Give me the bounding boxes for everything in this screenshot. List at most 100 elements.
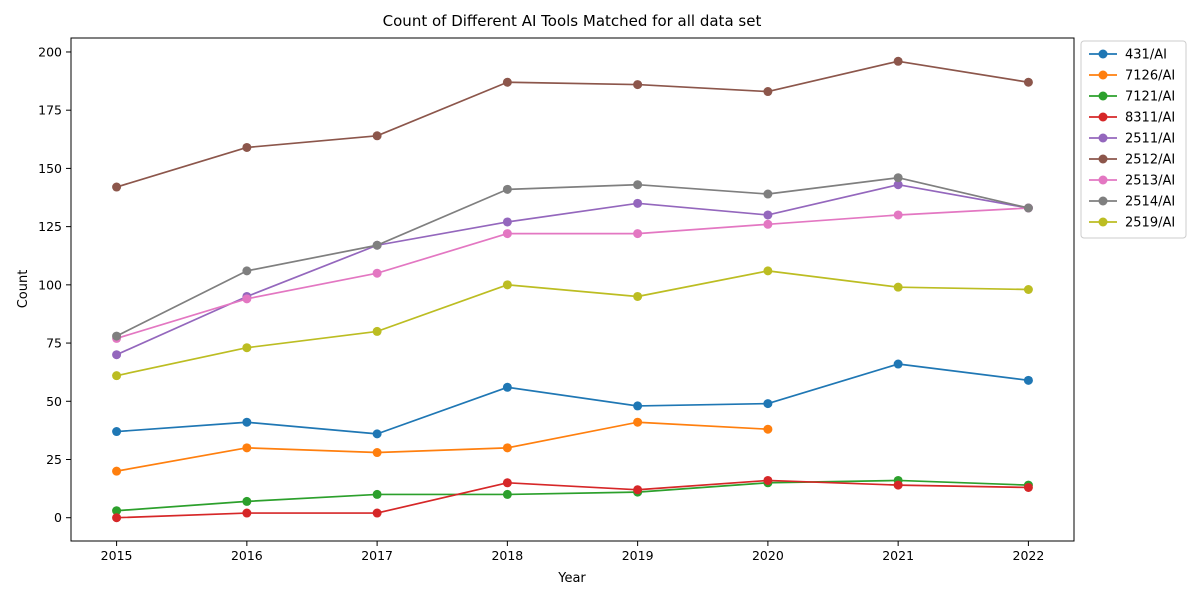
data-point bbox=[112, 371, 122, 381]
data-point bbox=[633, 198, 643, 208]
legend-item: 431/AI bbox=[1089, 48, 1167, 63]
x-axis-label: Year bbox=[557, 571, 586, 586]
data-point bbox=[763, 87, 773, 97]
data-point bbox=[502, 217, 512, 227]
legend-item: 2511/AI bbox=[1089, 132, 1175, 147]
data-point bbox=[763, 210, 773, 220]
data-point bbox=[633, 291, 643, 301]
legend-item: 8311/AI bbox=[1089, 111, 1175, 126]
data-point bbox=[112, 350, 122, 360]
legend-label: 2519/AI bbox=[1125, 216, 1175, 231]
legend-item: 7121/AI bbox=[1089, 90, 1175, 105]
series-8311-ai bbox=[112, 475, 1033, 523]
y-tick-label: 200 bbox=[38, 44, 62, 59]
data-point bbox=[763, 219, 773, 229]
legend-marker bbox=[1098, 217, 1108, 227]
data-point bbox=[242, 496, 252, 506]
data-point bbox=[893, 282, 903, 292]
legend-label: 2514/AI bbox=[1125, 195, 1175, 210]
data-point bbox=[242, 294, 252, 304]
legend-item: 2512/AI bbox=[1089, 153, 1175, 168]
data-point bbox=[372, 429, 382, 439]
series-layer bbox=[112, 56, 1033, 523]
y-tick-label: 0 bbox=[54, 510, 62, 525]
legend-label: 8311/AI bbox=[1125, 111, 1175, 126]
series-7121-ai bbox=[112, 475, 1033, 516]
legend-marker bbox=[1098, 175, 1108, 185]
legend-marker bbox=[1098, 133, 1108, 143]
data-point bbox=[242, 343, 252, 353]
data-point bbox=[763, 475, 773, 485]
legend-marker bbox=[1098, 91, 1108, 101]
data-point bbox=[763, 266, 773, 276]
data-point bbox=[502, 280, 512, 290]
data-point bbox=[502, 229, 512, 239]
data-point bbox=[893, 359, 903, 369]
data-point bbox=[633, 229, 643, 239]
legend-label: 7121/AI bbox=[1125, 90, 1175, 105]
x-tick-label: 2016 bbox=[231, 548, 263, 563]
data-point bbox=[1023, 285, 1033, 294]
series-line bbox=[116, 363, 1029, 435]
data-point bbox=[502, 489, 512, 499]
data-point bbox=[112, 513, 122, 523]
legend-marker bbox=[1098, 196, 1108, 206]
data-point bbox=[112, 466, 122, 476]
legend-marker bbox=[1098, 154, 1108, 164]
x-tick-label: 2022 bbox=[1013, 548, 1045, 563]
data-point bbox=[242, 142, 252, 152]
data-point bbox=[893, 480, 903, 490]
data-point bbox=[1023, 375, 1033, 385]
x-tick-label: 2015 bbox=[101, 548, 133, 563]
series-2514-ai bbox=[112, 173, 1033, 341]
series-2519-ai bbox=[112, 266, 1033, 381]
data-point bbox=[763, 189, 773, 199]
data-point bbox=[633, 180, 643, 190]
x-tick-label: 2021 bbox=[882, 548, 914, 563]
legend-label: 431/AI bbox=[1125, 48, 1167, 63]
y-tick-label: 50 bbox=[46, 394, 62, 409]
series-line bbox=[116, 270, 1029, 377]
y-tick-label: 100 bbox=[38, 277, 62, 292]
y-tick-label: 175 bbox=[38, 103, 62, 118]
series-line bbox=[116, 176, 1029, 337]
data-point bbox=[1023, 482, 1033, 492]
legend-label: 7126/AI bbox=[1125, 69, 1175, 84]
data-point bbox=[1023, 77, 1033, 87]
data-point bbox=[763, 399, 773, 409]
data-point bbox=[633, 401, 643, 411]
data-point bbox=[372, 131, 382, 141]
y-tick-label: 125 bbox=[38, 219, 62, 234]
data-point bbox=[242, 266, 252, 276]
data-point bbox=[893, 56, 903, 66]
x-tick-label: 2019 bbox=[622, 548, 654, 563]
data-point bbox=[502, 478, 512, 488]
legend-marker bbox=[1098, 49, 1108, 59]
data-point bbox=[372, 489, 382, 499]
series-line bbox=[116, 479, 1029, 512]
data-point bbox=[893, 180, 903, 190]
series-2512-ai bbox=[112, 56, 1033, 192]
data-point bbox=[112, 506, 122, 516]
y-axis: 0 25 50 75 100 125 150 175 200 bbox=[38, 44, 71, 525]
legend-frame bbox=[1080, 40, 1187, 239]
data-point bbox=[502, 443, 512, 453]
series-line bbox=[116, 60, 1029, 188]
data-point bbox=[112, 427, 122, 437]
series-line bbox=[116, 183, 1029, 356]
legend-item: 2513/AI bbox=[1089, 174, 1175, 189]
legend-item: 2519/AI bbox=[1089, 216, 1175, 231]
data-point bbox=[372, 448, 382, 458]
data-point bbox=[633, 80, 643, 90]
data-point bbox=[242, 508, 252, 518]
data-point bbox=[502, 184, 512, 194]
data-point bbox=[1023, 203, 1033, 213]
x-tick-label: 2020 bbox=[752, 548, 784, 563]
data-point bbox=[372, 268, 382, 278]
series-line bbox=[116, 421, 768, 472]
legend-label: 2513/AI bbox=[1125, 174, 1175, 189]
data-point bbox=[633, 417, 643, 427]
legend: 431/AI 7126/AI 7121/AI 8311/AI 2511/AI 2512/A… bbox=[1080, 40, 1187, 239]
